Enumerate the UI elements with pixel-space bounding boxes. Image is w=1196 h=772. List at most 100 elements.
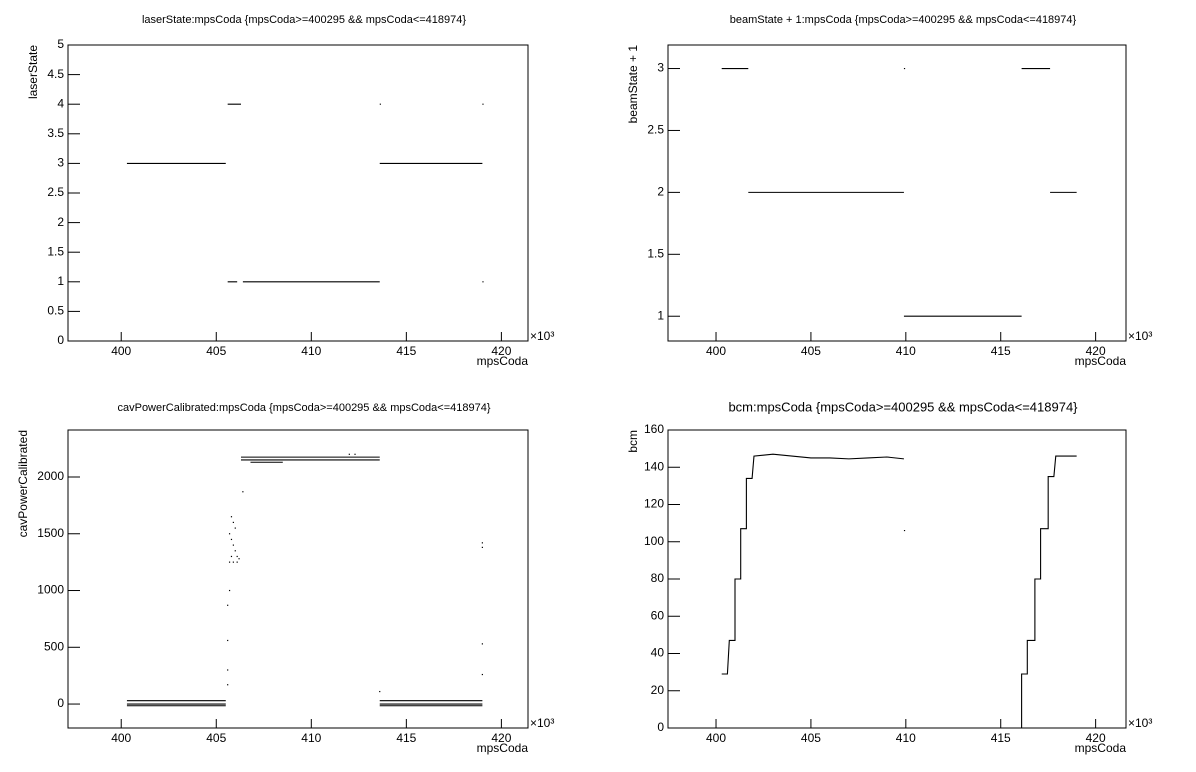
x-axis-title: mpsCoda xyxy=(1075,741,1127,755)
data-point xyxy=(232,521,234,524)
y-tick-label: 3 xyxy=(657,61,664,75)
data-point xyxy=(228,533,231,535)
y-tick-label: 4.5 xyxy=(47,67,64,81)
y-tick-label: 160 xyxy=(644,422,664,436)
y-tick-label: 1500 xyxy=(37,526,64,540)
x-tick-label: 405 xyxy=(801,344,821,358)
y-tick-label: 120 xyxy=(644,497,664,511)
y-tick-label: 1.5 xyxy=(647,246,664,260)
x-tick-label: 415 xyxy=(991,344,1011,358)
data-line xyxy=(721,67,1077,317)
y-tick-label: 3.5 xyxy=(47,126,64,140)
x-tick-label: 410 xyxy=(896,731,916,745)
y-axis-title: bcm xyxy=(626,430,640,453)
y-tick-label: 80 xyxy=(651,571,665,585)
data-line xyxy=(126,103,484,283)
x-tick-label: 410 xyxy=(301,731,321,745)
data-point xyxy=(481,546,483,548)
x-exponent: ×10³ xyxy=(530,329,554,343)
plot-frame xyxy=(67,44,529,342)
data-point xyxy=(379,690,381,693)
x-tick-label: 420 xyxy=(1086,731,1106,745)
x-tick-label: 400 xyxy=(706,731,726,745)
x-tick-label: 410 xyxy=(896,344,916,358)
chart-title: laserState:mpsCoda {mpsCoda>=400295 && m… xyxy=(142,14,466,26)
x-tick-label: 415 xyxy=(396,731,416,745)
chart-title: cavPowerCalibrated:mpsCoda {mpsCoda>=400… xyxy=(117,402,490,414)
data-point xyxy=(227,604,229,606)
data-point xyxy=(230,516,233,518)
x-tick-label: 420 xyxy=(491,731,511,745)
data-point xyxy=(234,550,236,552)
data-point xyxy=(348,453,350,455)
x-exponent: ×10³ xyxy=(530,716,554,730)
data-point xyxy=(481,673,483,676)
data-point xyxy=(481,542,483,544)
x-tick-label: 405 xyxy=(801,731,821,745)
x-tick-label: 420 xyxy=(1086,344,1106,358)
data-point xyxy=(227,639,229,642)
data-line xyxy=(126,456,483,707)
x-tick-label: 410 xyxy=(301,344,321,358)
y-tick-label: 0 xyxy=(57,333,64,347)
y-tick-label: 2000 xyxy=(37,469,64,483)
y-axis-title: beamState + 1 xyxy=(626,45,640,124)
y-tick-label: 60 xyxy=(651,608,665,622)
y-tick-label: 500 xyxy=(44,639,64,653)
data-point xyxy=(230,555,233,558)
data-point xyxy=(228,589,231,592)
x-axis-title: mpsCoda xyxy=(1075,354,1127,368)
x-tick-label: 400 xyxy=(111,344,131,358)
data-point xyxy=(232,544,234,546)
data-line xyxy=(721,453,1077,729)
y-axis-title: laserState xyxy=(26,45,40,99)
x-tick-label: 405 xyxy=(206,344,226,358)
data-point xyxy=(238,558,240,560)
data-point xyxy=(354,453,356,455)
data-point xyxy=(236,555,238,558)
x-tick-label: 400 xyxy=(706,344,726,358)
y-tick-label: 0 xyxy=(657,720,664,734)
y-tick-label: 0.5 xyxy=(47,304,64,318)
y-tick-label: 3 xyxy=(57,156,64,170)
y-tick-label: 4 xyxy=(57,96,64,110)
x-tick-label: 405 xyxy=(206,731,226,745)
data-point xyxy=(481,643,483,645)
y-tick-label: 0 xyxy=(57,696,64,710)
y-tick-label: 2 xyxy=(57,215,64,229)
data-point xyxy=(234,527,236,529)
plot-frame xyxy=(67,429,529,729)
x-tick-label: 420 xyxy=(491,344,511,358)
data-point xyxy=(227,669,229,671)
x-tick-label: 415 xyxy=(396,344,416,358)
y-tick-label: 140 xyxy=(644,459,664,473)
y-tick-label: 1.5 xyxy=(47,244,64,258)
x-axis-title: mpsCoda xyxy=(477,354,529,368)
y-tick-label: 40 xyxy=(651,646,665,660)
y-tick-label: 100 xyxy=(644,534,664,548)
data-point xyxy=(230,538,233,541)
y-tick-label: 5 xyxy=(57,37,64,51)
y-tick-label: 2.5 xyxy=(47,185,64,199)
x-exponent: ×10³ xyxy=(1128,329,1152,343)
data-point xyxy=(228,561,231,563)
y-tick-label: 1 xyxy=(57,274,64,288)
data-point xyxy=(232,561,234,563)
y-axis-title: cavPowerCalibrated xyxy=(16,430,30,537)
data-point xyxy=(242,491,244,493)
x-exponent: ×10³ xyxy=(1128,716,1152,730)
data-point xyxy=(236,561,238,563)
plot-frame xyxy=(667,44,1127,342)
y-tick-label: 2 xyxy=(657,185,664,199)
chart-title: bcm:mpsCoda {mpsCoda>=400295 && mpsCoda<… xyxy=(728,399,1078,414)
x-tick-label: 400 xyxy=(111,731,131,745)
x-tick-label: 415 xyxy=(991,731,1011,745)
y-tick-label: 1 xyxy=(657,308,664,322)
data-point xyxy=(227,684,229,686)
x-axis-title: mpsCoda xyxy=(477,741,529,755)
y-tick-label: 20 xyxy=(651,683,665,697)
y-tick-label: 1000 xyxy=(37,583,64,597)
chart-title: beamState + 1:mpsCoda {mpsCoda>=400295 &… xyxy=(730,14,1077,26)
y-tick-label: 2.5 xyxy=(647,123,664,137)
